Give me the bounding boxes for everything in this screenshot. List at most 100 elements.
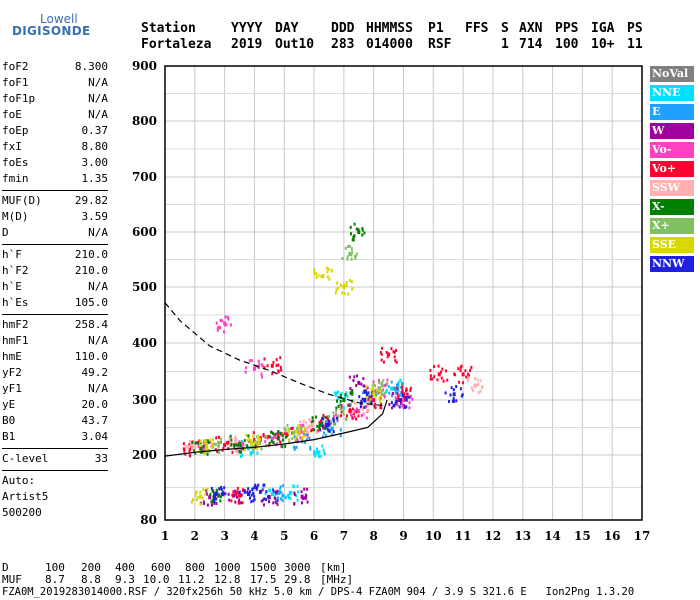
echo-point xyxy=(361,391,364,395)
echo-point xyxy=(229,323,232,327)
echo-point xyxy=(335,288,338,292)
echo-point xyxy=(254,443,257,447)
echo-point xyxy=(283,431,286,435)
echo-point xyxy=(361,228,364,232)
echo-point xyxy=(264,440,267,444)
param-key: fxI xyxy=(2,140,22,153)
logo-lowell-text: Lowell xyxy=(40,12,78,26)
echo-point xyxy=(390,401,393,405)
echo-point xyxy=(205,439,208,443)
echo-point xyxy=(404,395,407,399)
echo-point xyxy=(379,405,382,409)
echo-point xyxy=(194,441,197,445)
echo-point xyxy=(195,498,198,502)
param-row: h`F 210.0 xyxy=(2,248,108,264)
echo-point xyxy=(267,434,270,438)
param-key: foF2 xyxy=(2,60,29,73)
echo-point xyxy=(380,389,383,393)
echo-point xyxy=(208,495,212,500)
echo-point xyxy=(337,397,340,401)
echo-point xyxy=(255,487,258,491)
chart-points xyxy=(182,222,484,507)
echo-point xyxy=(329,430,332,434)
echo-point xyxy=(209,493,212,497)
echo-point xyxy=(360,382,363,386)
echo-point xyxy=(374,388,377,392)
header-day-label: DAY xyxy=(275,21,299,36)
echo-point xyxy=(270,363,274,368)
echo-point xyxy=(293,493,296,497)
header-p1-label: P1 xyxy=(428,21,444,36)
autoscaling-program: Artist5 xyxy=(2,490,49,503)
echo-point xyxy=(366,401,369,405)
echo-point xyxy=(376,392,379,396)
echo-point xyxy=(365,405,368,409)
muf-value: 29.8 xyxy=(284,573,311,586)
echo-point xyxy=(477,391,480,395)
echo-point xyxy=(264,492,267,496)
param-group-profile: hmF2 258.4 hmF1 N/A hmE 110.0 yF2 49.2 yF1 N/… xyxy=(2,318,108,446)
param-key: C-level xyxy=(2,452,49,465)
param-divider xyxy=(2,190,108,191)
parameter-table: foF2 8.300 foF1 N/A foF1p N/A foE N/A foEp 0.… xyxy=(2,60,108,522)
echo-point xyxy=(236,486,239,490)
echo-point xyxy=(351,390,354,394)
echo-point xyxy=(383,391,386,395)
echo-point xyxy=(402,398,405,402)
echo-point xyxy=(252,431,255,435)
echo-point xyxy=(337,414,340,418)
echo-point xyxy=(366,393,369,397)
echo-point xyxy=(366,386,369,390)
echo-point xyxy=(384,383,387,387)
echo-point xyxy=(202,441,205,445)
echo-point xyxy=(219,495,222,499)
echo-point xyxy=(250,500,253,504)
echo-point xyxy=(253,497,256,501)
param-value: 43.7 xyxy=(81,414,109,427)
echo-point xyxy=(353,415,356,419)
echo-point xyxy=(198,439,201,443)
echo-point xyxy=(286,493,289,497)
param-value: N/A xyxy=(88,76,108,89)
echo-point xyxy=(276,489,279,493)
echo-point xyxy=(379,396,382,400)
echo-point xyxy=(295,436,298,440)
echo-point xyxy=(454,373,457,377)
echo-point xyxy=(341,257,344,261)
y-tick-label: 900 xyxy=(132,59,157,73)
echo-point xyxy=(365,395,368,399)
echo-point xyxy=(260,372,263,376)
echo-point xyxy=(234,438,237,442)
echo-point xyxy=(223,330,226,334)
echo-point xyxy=(385,350,388,354)
echo-point xyxy=(405,398,408,402)
echo-point xyxy=(398,405,401,409)
param-row: yF2 49.2 xyxy=(2,366,108,382)
param-divider xyxy=(2,448,108,449)
echo-point xyxy=(298,431,301,435)
echo-point xyxy=(189,443,192,447)
echo-point xyxy=(199,439,202,443)
echo-point xyxy=(288,439,291,443)
echo-point xyxy=(215,321,218,325)
echo-point xyxy=(327,422,331,427)
echo-point xyxy=(383,394,386,398)
echo-point xyxy=(249,440,253,445)
param-key: foE xyxy=(2,108,22,121)
echo-point xyxy=(381,346,384,350)
echo-point xyxy=(440,376,443,380)
d-value: 1000 xyxy=(214,561,241,574)
echo-point xyxy=(258,366,261,370)
echo-point xyxy=(246,492,250,496)
echo-point xyxy=(471,389,474,393)
echo-point xyxy=(249,445,252,449)
echo-point xyxy=(315,415,318,419)
echo-point xyxy=(321,421,324,425)
echo-point xyxy=(248,359,251,363)
echo-point xyxy=(310,420,313,424)
echo-point xyxy=(327,267,330,271)
muf-value: 10.0 xyxy=(143,573,170,586)
echo-point xyxy=(293,485,296,489)
echo-point xyxy=(327,419,330,423)
echo-point xyxy=(392,350,395,354)
